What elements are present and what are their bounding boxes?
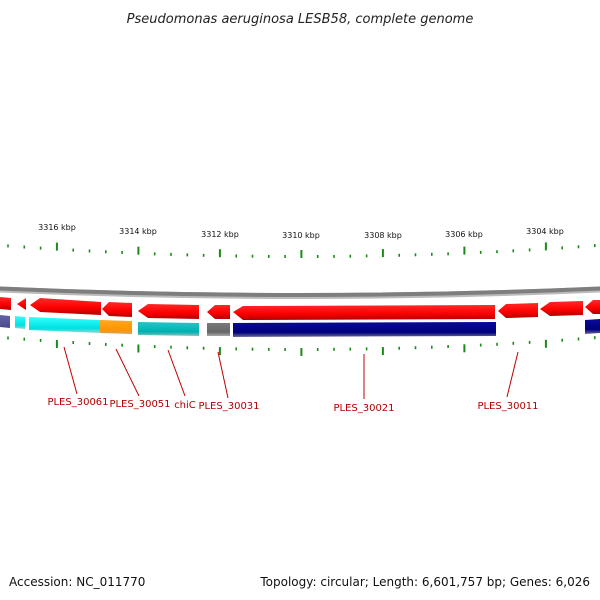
cds-arrow bbox=[233, 305, 495, 320]
gene-label-ples-30021: PLES_30021 bbox=[333, 403, 394, 414]
gene-label-ples-30051: PLES_30051 bbox=[109, 399, 170, 410]
gene-labels: PLES_30061 PLES_30051 chiC PLES_30031 PL… bbox=[47, 397, 538, 414]
cds-arrow bbox=[0, 297, 11, 310]
cds-arrow bbox=[585, 300, 600, 314]
cds-arrow bbox=[498, 303, 538, 318]
tick-label-3306: 3306 kbp bbox=[445, 230, 483, 239]
tick-label-3310: 3310 kbp bbox=[282, 231, 320, 240]
feature-block bbox=[29, 317, 100, 333]
leader-line bbox=[167, 349, 186, 397]
cds-arrow bbox=[207, 305, 230, 319]
leader-line bbox=[115, 348, 140, 397]
feature-block bbox=[15, 316, 25, 329]
label-leaders bbox=[63, 346, 519, 399]
feature-block-ples-30021 bbox=[233, 322, 496, 337]
cds-arrow bbox=[30, 298, 101, 315]
feature-block bbox=[585, 319, 600, 334]
tick-label-3316: 3316 kbp bbox=[38, 223, 76, 232]
tick-label-3308: 3308 kbp bbox=[364, 231, 402, 240]
feature-block bbox=[0, 315, 10, 328]
tick-marks-upper bbox=[7, 242, 596, 258]
forward-strand-features bbox=[0, 297, 600, 320]
reverse-strand-features bbox=[0, 315, 600, 337]
axis-tick-labels: 3316 kbp 3314 kbp 3312 kbp 3310 kbp 3308… bbox=[38, 223, 564, 240]
backbone-arc bbox=[0, 286, 600, 297]
cds-arrow bbox=[138, 304, 199, 319]
feature-block bbox=[138, 322, 199, 336]
accession-text: Accession: NC_011770 bbox=[9, 575, 145, 589]
map-title: Pseudomonas aeruginosa LESB58, complete … bbox=[127, 12, 474, 27]
gene-label-ples-30031: PLES_30031 bbox=[198, 401, 259, 412]
gene-label-ples-30061: PLES_30061 bbox=[47, 397, 108, 408]
leader-line bbox=[217, 351, 229, 399]
tick-label-3312: 3312 kbp bbox=[201, 230, 239, 239]
gene-label-chic: chiC bbox=[174, 400, 196, 411]
gene-label-ples-30011: PLES_30011 bbox=[477, 401, 538, 412]
cds-arrow bbox=[540, 301, 583, 316]
tick-label-3304: 3304 kbp bbox=[526, 227, 564, 236]
tick-label-3314: 3314 kbp bbox=[119, 227, 157, 236]
leader-line bbox=[506, 351, 519, 398]
feature-block bbox=[100, 320, 132, 334]
cds-arrow bbox=[17, 298, 26, 310]
tick-marks-lower bbox=[7, 336, 596, 356]
genome-summary-text: Topology: circular; Length: 6,601,757 bp… bbox=[259, 575, 590, 589]
feature-block bbox=[207, 323, 230, 336]
cds-arrow bbox=[102, 302, 132, 317]
leader-line bbox=[63, 346, 78, 395]
